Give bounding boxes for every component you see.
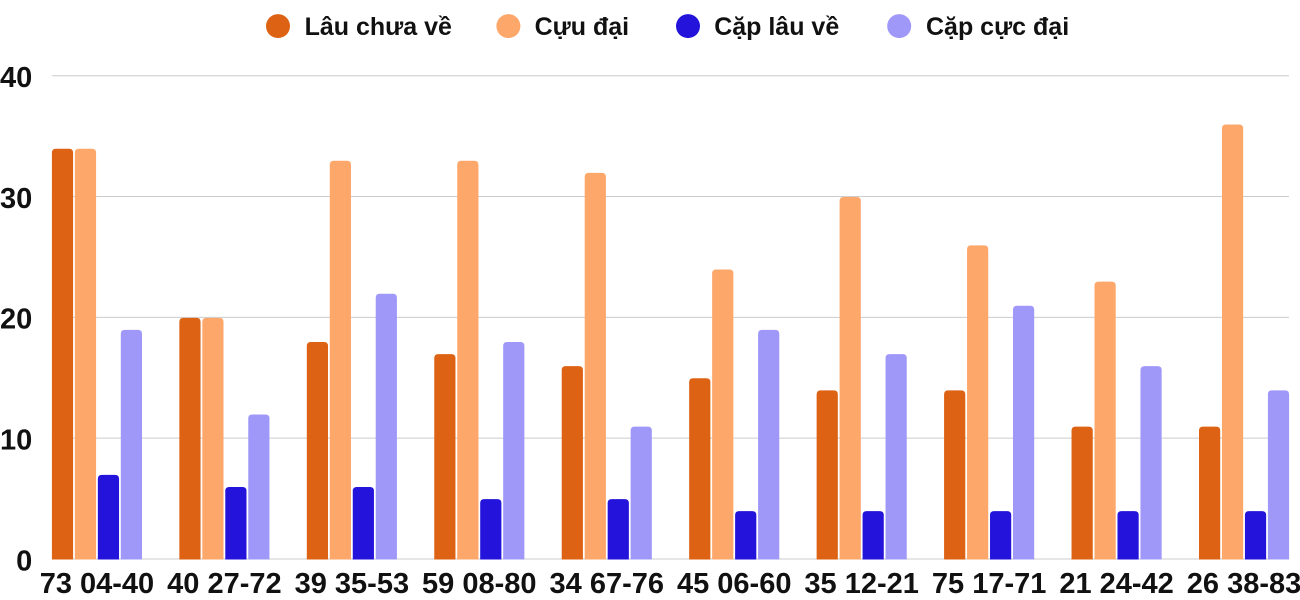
svg-text:45 06-60: 45 06-60: [677, 568, 792, 600]
svg-text:Cặp lâu về: Cặp lâu về: [714, 13, 839, 41]
svg-text:35 12-21: 35 12-21: [804, 568, 919, 600]
svg-text:59 08-80: 59 08-80: [422, 568, 537, 600]
svg-text:Lâu chưa về: Lâu chưa về: [305, 13, 452, 41]
svg-text:Cựu đại: Cựu đại: [535, 13, 630, 41]
svg-text:Cặp cực đại: Cặp cực đại: [926, 13, 1069, 41]
svg-text:39 35-53: 39 35-53: [295, 568, 410, 600]
svg-text:10: 10: [0, 424, 32, 456]
svg-text:73 04-40: 73 04-40: [40, 568, 155, 600]
svg-text:40 27-72: 40 27-72: [167, 568, 282, 600]
svg-text:40: 40: [0, 62, 32, 94]
svg-text:21 24-42: 21 24-42: [1059, 568, 1174, 600]
svg-text:26 38-83: 26 38-83: [1187, 568, 1300, 600]
svg-text:20: 20: [0, 304, 32, 336]
svg-text:30: 30: [0, 183, 32, 215]
svg-text:0: 0: [16, 545, 32, 577]
svg-text:75 17-71: 75 17-71: [932, 568, 1047, 600]
svg-text:34 67-76: 34 67-76: [550, 568, 665, 600]
